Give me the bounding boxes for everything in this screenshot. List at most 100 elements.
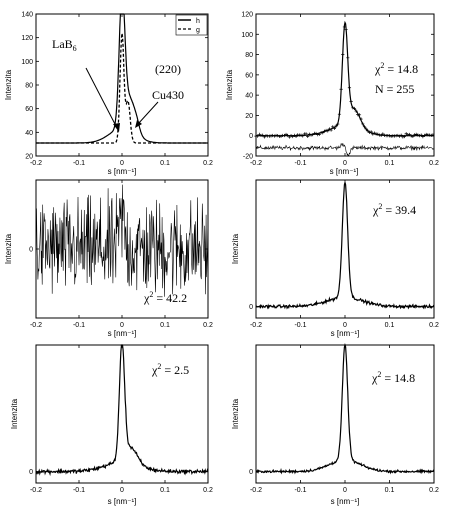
x-axis-label: s [nm⁻¹] — [331, 497, 360, 506]
data-marker — [304, 132, 308, 136]
data-marker — [307, 132, 311, 136]
data-marker — [261, 133, 265, 137]
y-tick-label: 60 — [25, 106, 33, 113]
data-marker — [339, 87, 343, 91]
data-marker — [327, 127, 332, 131]
data-marker — [359, 117, 363, 121]
y-axis-label: Intenzita — [4, 69, 13, 100]
data-marker — [264, 133, 268, 138]
data-marker — [287, 135, 291, 139]
data-marker — [331, 125, 335, 129]
y-tick-label: 20 — [245, 113, 253, 120]
data-marker — [269, 134, 273, 138]
data-marker — [309, 133, 313, 137]
data-marker — [306, 134, 310, 138]
arrowhead-lab6 — [113, 123, 120, 132]
data-marker — [354, 109, 358, 113]
x-tick-label: 0.1 — [385, 160, 395, 167]
x-tick-label: 0.1 — [160, 322, 170, 329]
n-points-label: N = 255 — [375, 82, 414, 96]
x-tick-label: 0.2 — [203, 487, 213, 494]
series-line-fit — [256, 20, 434, 137]
data-marker — [404, 132, 408, 136]
x-tick-label: 0.1 — [160, 160, 170, 167]
data-marker — [271, 133, 275, 138]
y-tick-label: 0 — [249, 469, 253, 476]
data-marker — [357, 113, 362, 117]
y-tick-label: 40 — [25, 130, 33, 137]
x-tick-label: -0.2 — [250, 322, 262, 329]
data-marker — [366, 129, 370, 133]
data-marker — [364, 127, 368, 131]
y-axis-label: Intenzita — [231, 398, 240, 429]
data-marker — [346, 56, 350, 60]
y-tick-label: 60 — [245, 72, 253, 79]
y-tick-label: 120 — [21, 35, 33, 42]
data-marker — [291, 134, 295, 139]
x-tick-label: -0.2 — [250, 487, 262, 494]
data-marker — [279, 134, 283, 138]
legend-label-h: h — [196, 18, 200, 25]
data-marker — [276, 134, 280, 138]
data-marker — [322, 129, 327, 133]
x-tick-label: -0.1 — [73, 322, 85, 329]
data-marker — [286, 133, 290, 137]
data-marker — [402, 134, 407, 139]
x-tick-label: 0.1 — [160, 487, 170, 494]
axis-ticks: -0.2 -0.1 0 0.1 0.2 -20 0 20 40 60 80 100 120 — [241, 12, 439, 168]
data-marker — [422, 133, 427, 137]
series-line-noisy — [35, 184, 209, 297]
y-axis-label: Intenzita — [10, 398, 19, 429]
x-tick-label: -0.2 — [30, 487, 42, 494]
data-marker — [352, 106, 357, 111]
data-marker — [379, 133, 383, 138]
x-tick-label: 0.2 — [429, 160, 439, 167]
data-marker — [332, 126, 337, 130]
data-marker — [401, 135, 405, 139]
y-tick-label: 0 — [249, 133, 253, 140]
data-marker — [396, 133, 400, 138]
data-marker — [337, 112, 342, 116]
data-marker — [341, 52, 345, 57]
data-marker — [361, 122, 365, 126]
plot-frame — [35, 344, 209, 484]
data-marker — [369, 130, 373, 134]
x-tick-label: 0 — [120, 487, 124, 494]
data-marker — [406, 133, 410, 137]
x-axis-label: s [nm⁻¹] — [330, 167, 359, 176]
data-marker — [417, 134, 422, 138]
data-marker — [349, 100, 353, 104]
chi-square-label: χ2 = 42.2 — [143, 290, 187, 305]
x-tick-label: -0.2 — [250, 160, 262, 167]
data-marker — [351, 106, 355, 110]
plot-frame — [35, 13, 209, 157]
data-marker — [376, 132, 380, 136]
data-marker — [292, 133, 296, 137]
data-marker — [411, 134, 415, 138]
annotation-arrow-cu430 — [137, 101, 159, 125]
data-marker — [372, 131, 377, 135]
x-tick-label: -0.1 — [73, 160, 85, 167]
data-marker — [321, 131, 325, 135]
data-marker — [257, 132, 261, 136]
x-tick-label: 0 — [343, 160, 347, 167]
x-tick-label: -0.1 — [294, 487, 306, 494]
x-tick-label: 0.1 — [385, 322, 395, 329]
chi-square-label: χ2 = 39.4 — [372, 202, 416, 217]
y-tick-label: 0 — [29, 469, 33, 476]
series-line-g — [36, 33, 208, 144]
data-marker — [419, 133, 423, 137]
panel-bottom-right: -0.2 -0.1 0 0.1 0.2 0 Intenzita s [nm⁻¹] χ2 =… — [231, 343, 439, 506]
data-marker — [367, 130, 372, 134]
data-marker — [362, 125, 367, 129]
chi-square-label: χ2 = 14.8 — [371, 370, 415, 385]
data-marker — [329, 128, 333, 132]
panel-bottom-left: -0.2 -0.1 0 0.1 0.2 0 Intenzita s [nm⁻¹] χ2 =… — [10, 344, 213, 506]
series-line-profile — [255, 343, 435, 475]
data-marker — [409, 134, 413, 138]
data-marker — [416, 133, 420, 137]
data-marker — [412, 133, 417, 137]
data-marker — [429, 133, 433, 138]
x-tick-label: 0.2 — [429, 487, 439, 494]
y-tick-label: 140 — [21, 12, 33, 19]
